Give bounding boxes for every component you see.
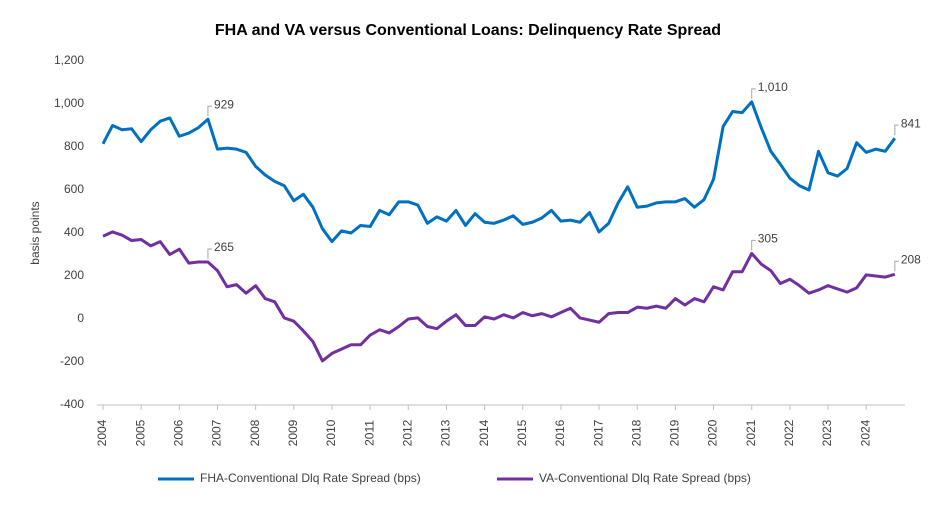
y-tick-label: 1,000 [54, 96, 84, 110]
y-tick-label: 400 [64, 225, 84, 239]
x-tick-label: 2013 [439, 419, 453, 446]
x-tick-label: 2023 [820, 419, 834, 446]
chart-title: FHA and VA versus Conventional Loans: De… [215, 22, 721, 39]
y-tick-label: 600 [64, 182, 84, 196]
data-label: 841 [901, 116, 921, 130]
label-leader [207, 248, 212, 260]
y-axis-label: basis points [28, 201, 42, 264]
series-line [101, 100, 897, 244]
label-leader [894, 260, 899, 272]
x-tick-label: 2018 [629, 419, 643, 446]
legend-label: VA-Conventional Dlq Rate Spread (bps) [539, 471, 751, 485]
x-tick-label: 2024 [858, 419, 872, 446]
x-tick-label: 2009 [286, 419, 300, 446]
y-tick-label: 1,200 [54, 53, 84, 67]
x-tick-label: 2016 [553, 419, 567, 446]
x-tick-label: 2019 [668, 419, 682, 446]
x-tick-label: 2014 [477, 419, 491, 446]
y-tick-label: 200 [64, 268, 84, 282]
series-line [102, 230, 896, 363]
y-tick-label: 800 [64, 139, 84, 153]
x-tick-label: 2012 [400, 419, 414, 446]
x-tick-label: 2005 [133, 419, 147, 446]
data-label: 208 [901, 252, 921, 266]
data-label: 1,010 [758, 80, 788, 94]
data-label: 929 [214, 97, 234, 111]
label-leader [751, 239, 756, 251]
x-tick-label: 2017 [591, 419, 605, 446]
y-tick-label: 0 [77, 311, 84, 325]
data-label: 265 [214, 240, 234, 254]
x-tick-label: 2010 [324, 419, 338, 446]
y-tick-label: -400 [60, 397, 84, 411]
x-tick-label: 2021 [744, 419, 758, 446]
x-tick-label: 2007 [210, 419, 224, 446]
legend-label: FHA-Conventional Dlq Rate Spread (bps) [200, 471, 421, 485]
label-leader [207, 105, 212, 117]
x-tick-label: 2008 [248, 419, 262, 446]
data-label: 305 [758, 232, 778, 246]
x-tick-label: 2022 [782, 419, 796, 446]
x-tick-label: 2006 [171, 419, 185, 446]
label-leader [894, 124, 899, 136]
x-tick-label: 2020 [706, 419, 720, 446]
label-leader [751, 88, 756, 99]
x-tick-label: 2004 [95, 419, 109, 446]
x-tick-label: 2015 [515, 419, 529, 446]
x-tick-label: 2011 [362, 420, 376, 446]
y-tick-label: -200 [60, 354, 84, 368]
